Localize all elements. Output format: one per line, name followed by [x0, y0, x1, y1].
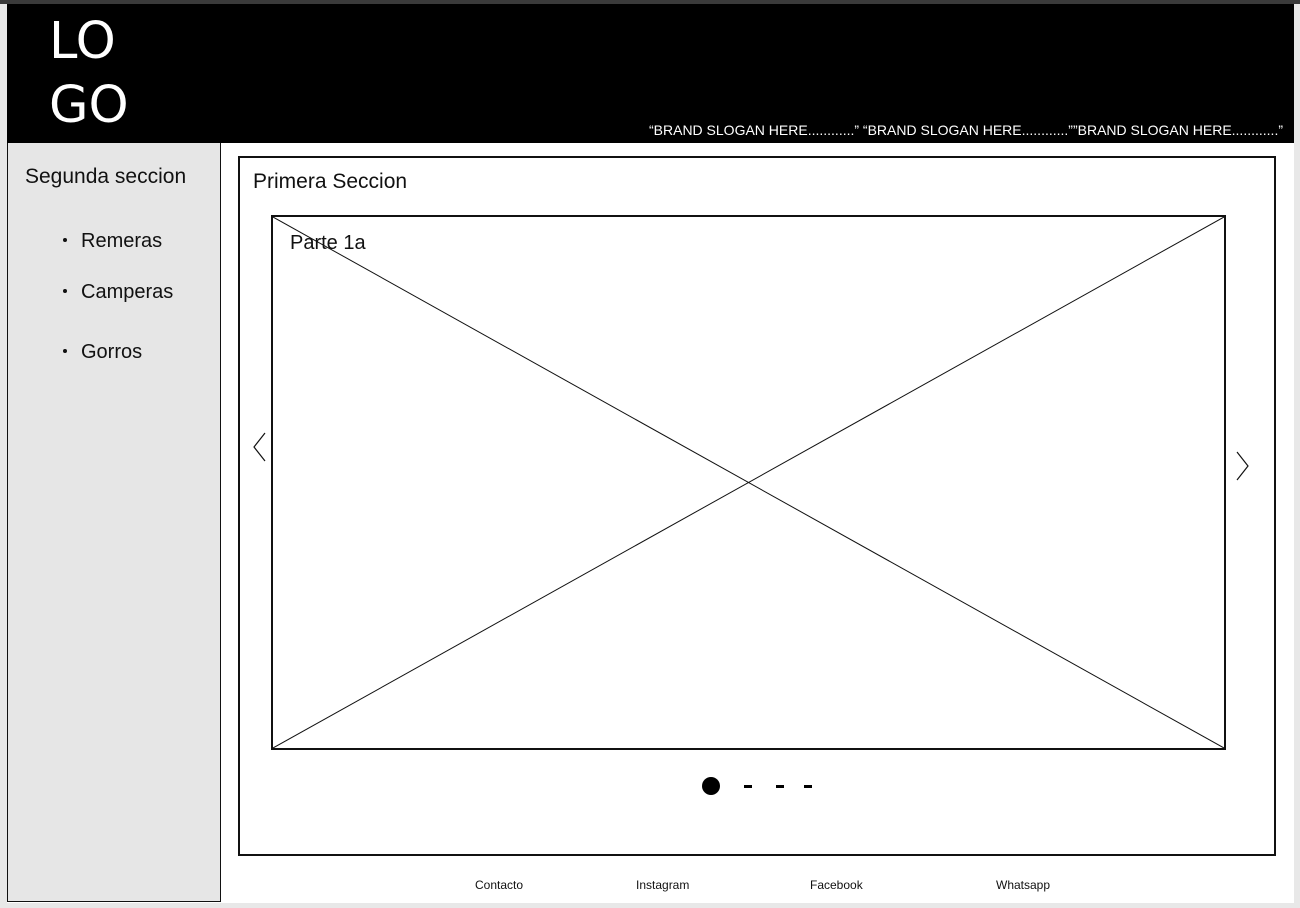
chevron-left-icon	[253, 432, 266, 462]
section-title: Primera Seccion	[253, 170, 408, 193]
carousel-dot[interactable]	[804, 785, 812, 788]
window-top-strip	[0, 0, 1300, 4]
chevron-right-icon	[1236, 451, 1249, 481]
sidebar-item-remeras[interactable]: Remeras	[63, 230, 162, 253]
logo[interactable]: LO GO	[49, 10, 129, 138]
carousel-slide-image[interactable]: Parte 1a	[271, 215, 1226, 750]
carousel-pagination	[702, 774, 822, 798]
sidebar: Segunda seccion Remeras Camperas Gorros	[7, 143, 221, 902]
slide-label: Parte 1a	[290, 232, 366, 254]
sidebar-title: Segunda seccion	[25, 165, 187, 188]
bullet-icon	[63, 288, 67, 293]
site-header: LO GO “BRAND SLOGAN HERE............” “B…	[7, 4, 1294, 143]
footer-link-whatsapp[interactable]: Whatsapp	[996, 878, 1051, 892]
carousel-prev-button[interactable]	[248, 429, 270, 465]
sidebar-item-label: Gorros	[81, 341, 143, 363]
logo-line-1: LO	[49, 12, 116, 71]
carousel-dot[interactable]	[776, 785, 784, 788]
brand-slogan: “BRAND SLOGAN HERE............” “BRAND S…	[649, 122, 1283, 138]
main-section: Primera Seccion Parte 1a	[238, 156, 1276, 856]
carousel-dot[interactable]	[744, 785, 752, 788]
carousel-dot-active[interactable]	[702, 777, 720, 795]
image-placeholder-icon	[273, 217, 1224, 748]
bullet-icon	[63, 348, 67, 353]
sidebar-item-label: Camperas	[81, 281, 174, 303]
logo-line-2: GO	[49, 76, 129, 135]
bullet-icon	[63, 237, 67, 242]
footer-link-instagram[interactable]: Instagram	[636, 878, 690, 892]
footer-link-facebook[interactable]: Facebook	[810, 878, 863, 892]
footer-link-contacto[interactable]: Contacto	[475, 878, 524, 892]
sidebar-item-label: Remeras	[81, 230, 163, 252]
sidebar-item-gorros[interactable]: Gorros	[63, 341, 142, 364]
carousel-next-button[interactable]	[1232, 448, 1254, 484]
sidebar-item-camperas[interactable]: Camperas	[63, 281, 173, 304]
